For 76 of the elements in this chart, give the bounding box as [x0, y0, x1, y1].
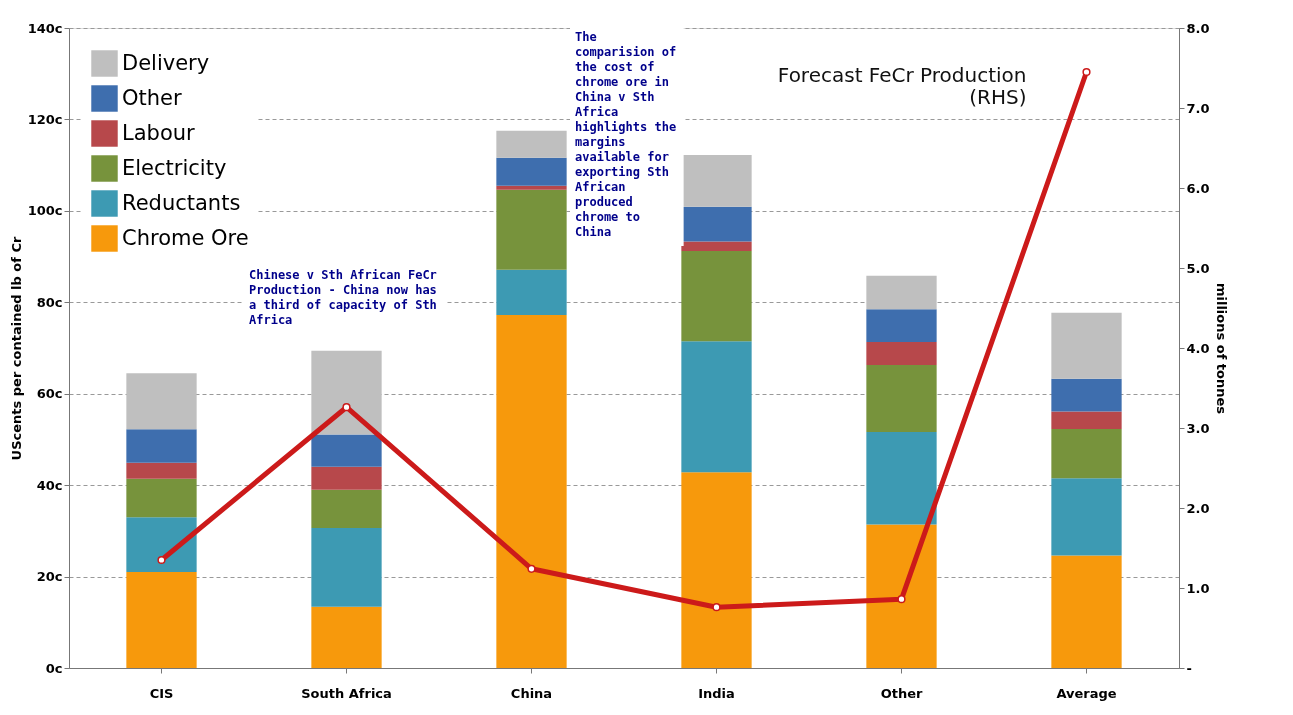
y-tick-label: 40c: [36, 477, 63, 493]
bar: [126, 429, 197, 463]
x-tick-label: Average: [1056, 685, 1117, 701]
x-tick-label: China: [510, 685, 553, 701]
bar: [681, 155, 752, 207]
y-tick-label: 0c: [45, 660, 63, 676]
bar: [496, 189, 567, 270]
y2-tick-label: 1.0: [1186, 580, 1210, 596]
x-tick-label: India: [698, 685, 735, 701]
point: [712, 603, 721, 612]
y-tick-label: 20c: [36, 569, 63, 585]
bar: [681, 472, 752, 668]
bar: [1051, 478, 1122, 556]
bar: [496, 130, 567, 158]
annotation: Chinese v Sth African FeCr Production - China now has a third of capacity of Sth Africa: [249, 268, 437, 327]
bar: [496, 269, 567, 316]
text: The comparision of the cost of chrome ore in China v Sth Africa highlights the margins available for exporting Sth African produced chrome to China: [575, 30, 677, 239]
bar: [311, 466, 382, 490]
legend-label: Delivery: [122, 50, 210, 75]
y2-axis-title: millions of tonnes: [1213, 282, 1229, 415]
bar: [311, 434, 382, 467]
bar: [866, 309, 937, 343]
bar: [866, 432, 937, 525]
point: [157, 555, 166, 565]
legend-label: Chrome Ore: [122, 225, 249, 250]
bar: [866, 364, 937, 433]
y2-tick-label: 6.0: [1186, 180, 1210, 196]
x-tick-label: CIS: [149, 685, 174, 701]
bar: [1051, 378, 1122, 412]
y2-tick-label: -: [1186, 660, 1192, 676]
bar: [1051, 411, 1122, 429]
bar: [866, 275, 937, 310]
bar: [126, 462, 197, 479]
point: [527, 564, 536, 573]
bar: [126, 572, 197, 668]
y-tick-label: 140c: [27, 20, 63, 36]
bar: [1051, 312, 1122, 379]
bar: [126, 478, 197, 518]
bar: [866, 524, 937, 668]
bar: [126, 373, 197, 430]
x-tick-label: South Africa: [301, 685, 392, 701]
y2-tick-label: 3.0: [1186, 420, 1210, 436]
x-tick-label: Other: [880, 685, 923, 701]
bar: [496, 185, 567, 190]
bar: [681, 251, 752, 342]
bar: [681, 206, 752, 242]
bar: [311, 489, 382, 529]
bar: [311, 606, 382, 668]
bar: [496, 157, 567, 186]
legend-label: Reductants: [122, 190, 241, 215]
bar: [496, 315, 567, 668]
y-axis-title: UScents per contained lb of Cr: [8, 236, 24, 461]
y-tick-label: 80c: [36, 294, 63, 310]
bar: [1051, 555, 1122, 668]
y-tick-label: 120c: [27, 111, 63, 127]
y-tick-label: 100c: [27, 203, 63, 219]
y2-tick-label: 4.0: [1186, 340, 1210, 356]
y2-tick-label: 7.0: [1186, 100, 1210, 116]
legend-label: Electricity: [122, 155, 227, 180]
y2-tick-label: 8.0: [1186, 20, 1210, 36]
point: [1082, 67, 1091, 77]
point: [342, 403, 351, 412]
legend-label: Other: [122, 85, 182, 110]
legend-label: Labour: [122, 120, 196, 145]
bar: [126, 517, 197, 572]
bar: [681, 341, 752, 473]
y2-tick-label: 2.0: [1186, 500, 1210, 516]
bar: [681, 241, 752, 252]
text: Forecast FeCr Production (RHS): [777, 63, 1027, 109]
y2-tick-label: 5.0: [1186, 260, 1210, 276]
bar: [311, 528, 382, 607]
y-tick-label: 60c: [36, 386, 63, 402]
bar: [866, 342, 937, 365]
point: [897, 595, 906, 604]
bar: [311, 350, 382, 435]
bar: [1051, 428, 1122, 479]
